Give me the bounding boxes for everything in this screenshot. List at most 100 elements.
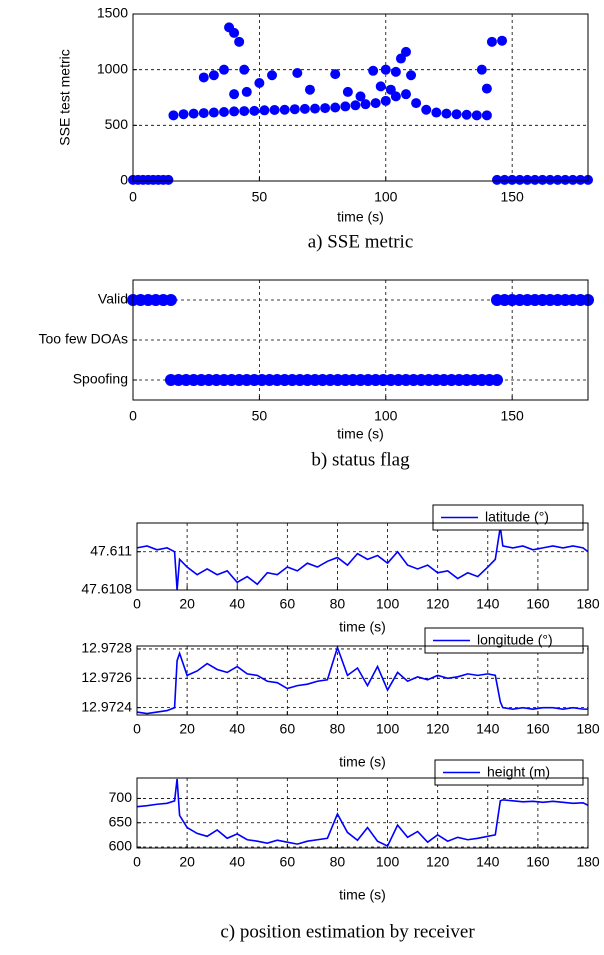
data-point [507, 174, 518, 185]
data-point [492, 174, 502, 185]
y-tick-label: 12.9728 [81, 640, 132, 656]
x-tick-label: 60 [280, 721, 296, 737]
data-line [136, 526, 589, 591]
data-point [198, 72, 209, 83]
data-point [340, 101, 351, 112]
data-point [267, 70, 278, 81]
x-tick-label: 150 [500, 189, 524, 205]
x-tick-label: 40 [229, 854, 245, 870]
data-point [320, 103, 331, 114]
y-tick-label: Too few DOAs [39, 331, 128, 347]
x-tick-label: 140 [476, 854, 500, 870]
data-point [471, 110, 482, 121]
data-point [567, 174, 578, 185]
y-axis-label: SSE test metric [57, 49, 73, 145]
data-point [481, 83, 492, 94]
data-point [239, 106, 250, 117]
data-point [342, 86, 353, 97]
x-tick-label: 20 [179, 596, 195, 612]
x-axis-label: time (s) [339, 619, 386, 635]
data-point [208, 70, 219, 81]
data-point [330, 102, 341, 113]
x-tick-label: 80 [330, 721, 346, 737]
x-tick-label: 120 [426, 854, 450, 870]
data-point [390, 66, 401, 77]
axes-box [132, 279, 589, 401]
data-point [411, 98, 422, 109]
data-point [229, 106, 240, 117]
x-tick-label: 0 [133, 596, 141, 612]
x-tick-label: 20 [179, 721, 195, 737]
y-tick-label: 0 [120, 172, 128, 188]
y-tick-label: 650 [109, 813, 133, 829]
y-tick-label: 1500 [97, 5, 128, 21]
x-tick-label: 160 [526, 854, 550, 870]
caption: a) SSE metric [308, 231, 414, 252]
data-point [514, 174, 525, 185]
x-axis-label: time (s) [339, 754, 386, 770]
y-tick-label: 600 [109, 838, 133, 854]
data-point [522, 174, 533, 185]
data-line [136, 778, 589, 848]
data-point [188, 108, 199, 119]
x-tick-label: 100 [374, 189, 398, 205]
data-point [310, 103, 320, 114]
data-point [380, 64, 391, 75]
legend-label: latitude (°) [485, 509, 549, 525]
data-point [552, 174, 563, 185]
y-tick-label: 12.9726 [81, 669, 132, 685]
axes-box [136, 645, 589, 716]
data-point [401, 46, 411, 57]
x-tick-label: 180 [576, 721, 600, 737]
data-point [375, 81, 386, 92]
data-point [451, 109, 462, 120]
data-point [178, 109, 189, 120]
data-point [219, 106, 229, 117]
x-tick-label: 40 [229, 596, 245, 612]
data-point [355, 91, 366, 102]
data-point [380, 95, 391, 106]
data-point [239, 64, 250, 75]
data-point [476, 64, 487, 75]
x-tick-label: 80 [330, 596, 346, 612]
y-tick-label: 500 [105, 116, 129, 132]
data-point [289, 104, 300, 115]
data-point [406, 70, 417, 81]
data-point [269, 104, 280, 115]
axes-box [136, 522, 589, 591]
data-point [208, 107, 219, 118]
data-point [401, 89, 411, 100]
x-tick-label: 160 [526, 721, 550, 737]
x-tick-label: 0 [129, 189, 137, 205]
y-tick-label: 12.9724 [81, 698, 132, 714]
x-tick-label: 50 [252, 408, 268, 424]
data-point [292, 68, 303, 79]
data-point [486, 36, 497, 47]
data-point [491, 374, 503, 386]
axes-box [132, 13, 589, 182]
data-point [219, 64, 229, 75]
data-point [370, 98, 381, 109]
legend-label: height (m) [487, 764, 550, 780]
data-point [431, 107, 442, 118]
x-tick-label: 180 [576, 854, 600, 870]
data-point [385, 84, 396, 95]
x-tick-label: 140 [476, 596, 500, 612]
x-tick-label: 100 [376, 721, 400, 737]
data-point [441, 108, 452, 119]
data-point [481, 110, 492, 121]
x-tick-label: 140 [476, 721, 500, 737]
x-tick-label: 80 [330, 854, 346, 870]
x-tick-label: 0 [133, 721, 141, 737]
data-point [368, 65, 379, 76]
x-tick-label: 0 [133, 854, 141, 870]
x-tick-label: 60 [280, 596, 296, 612]
y-tick-label: 700 [109, 789, 133, 805]
y-tick-label: Valid [98, 291, 128, 307]
data-point [254, 78, 265, 89]
x-axis-label: time (s) [337, 426, 384, 442]
data-point [198, 108, 209, 119]
data-point [249, 105, 260, 116]
x-tick-label: 0 [129, 408, 137, 424]
data-point [164, 294, 177, 306]
